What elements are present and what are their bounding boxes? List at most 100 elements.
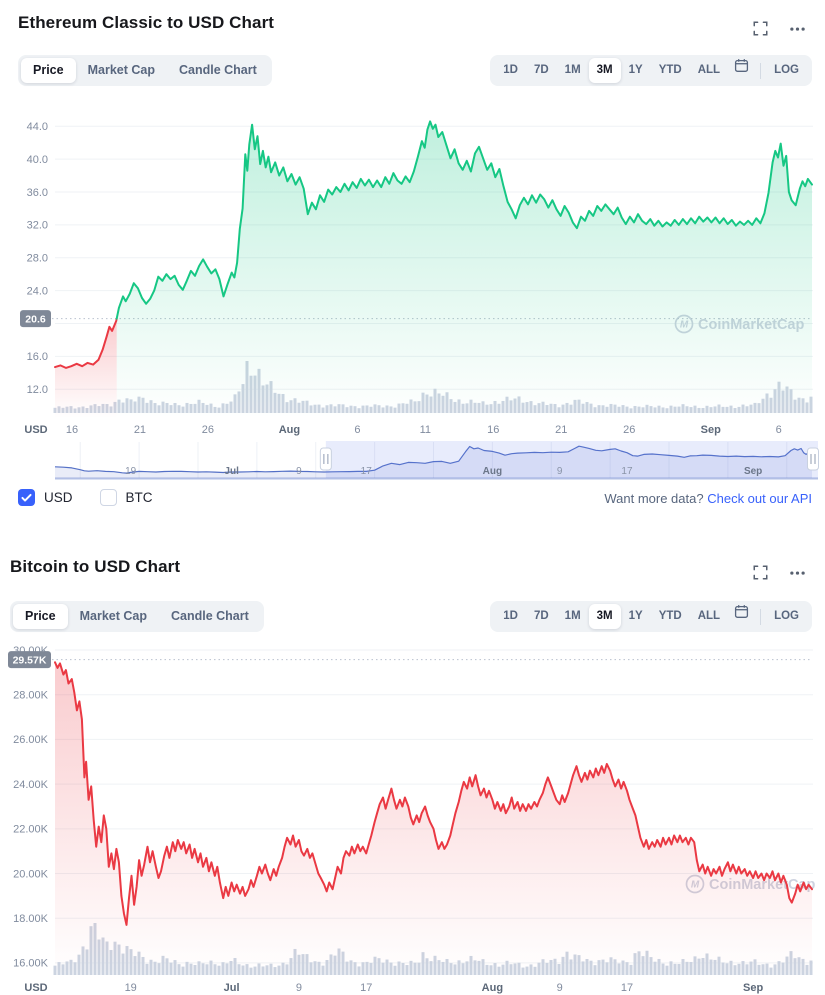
svg-text:20.00K: 20.00K <box>13 868 49 880</box>
svg-text:16.0: 16.0 <box>27 351 48 363</box>
svg-text:17: 17 <box>621 466 633 477</box>
svg-text:9: 9 <box>557 466 563 477</box>
usd-checkbox[interactable] <box>18 489 35 506</box>
svg-text:17: 17 <box>621 982 633 994</box>
svg-text:16: 16 <box>66 424 78 436</box>
etc-range-navigator[interactable]: 19 Jul 9 17 Aug 9 17 Sep <box>0 441 825 480</box>
calendar-icon[interactable] <box>728 58 755 83</box>
api-prompt-text: Want more data? <box>604 491 704 506</box>
svg-text:36.0: 36.0 <box>27 187 48 199</box>
svg-text:9: 9 <box>296 982 302 994</box>
tab-market-cap[interactable]: Market Cap <box>79 609 147 623</box>
btc-checkbox[interactable] <box>99 489 117 506</box>
etc-chart-type-tabs: Price Market Cap Candle Chart <box>18 55 272 86</box>
svg-text:USD: USD <box>24 982 47 994</box>
svg-text:Jul: Jul <box>224 466 239 477</box>
navigator-right-handle[interactable] <box>807 447 819 471</box>
svg-text:Aug: Aug <box>483 466 502 477</box>
range-3m-button[interactable]: 3M <box>588 604 621 629</box>
btc-chart-type-tabs: Price Market Cap Candle Chart <box>10 601 264 632</box>
range-3m-button[interactable]: 3M <box>588 58 621 83</box>
range-group-divider <box>760 608 762 625</box>
svg-text:Sep: Sep <box>701 424 721 436</box>
tab-market-cap[interactable]: Market Cap <box>87 63 155 77</box>
range-1y-button[interactable]: 1Y <box>628 610 643 622</box>
svg-text:19: 19 <box>125 982 137 994</box>
btc-range-selector: 1D 7D 1M 3M 1Y YTD ALL LOG <box>490 601 812 632</box>
svg-text:17: 17 <box>361 466 373 477</box>
range-ytd-button[interactable]: YTD <box>658 64 682 76</box>
btc-module-header: Bitcoin to USD Chart <box>10 557 180 577</box>
svg-text:24.0: 24.0 <box>27 285 48 297</box>
svg-text:USD: USD <box>24 424 47 436</box>
svg-text:26.00K: 26.00K <box>13 734 49 746</box>
log-scale-button[interactable]: LOG <box>774 610 799 622</box>
tab-candle-chart[interactable]: Candle Chart <box>178 63 257 77</box>
btc-controls-row: Price Market Cap Candle Chart 1D 7D 1M 3M 1Y YT… <box>10 601 812 632</box>
range-7d-button[interactable]: 7D <box>533 610 549 622</box>
svg-text:6: 6 <box>354 424 360 436</box>
svg-text:Sep: Sep <box>743 982 763 994</box>
etc-price-chart[interactable]: 44.040.036.032.028.024.016.012.0MCoinMar… <box>0 96 825 440</box>
svg-text:24.00K: 24.00K <box>13 779 49 791</box>
more-options-icon[interactable] <box>789 565 806 580</box>
svg-text:22.00K: 22.00K <box>13 824 49 836</box>
range-1d-button[interactable]: 1D <box>503 64 518 76</box>
range-all-button[interactable]: ALL <box>697 610 721 622</box>
tab-candle-chart[interactable]: Candle Chart <box>170 609 249 623</box>
log-scale-button[interactable]: LOG <box>774 64 799 76</box>
svg-text:26: 26 <box>623 424 635 436</box>
etc-controls-row: Price Market Cap Candle Chart 1D 7D 1M 3M 1Y YT… <box>18 55 812 86</box>
etc-chart-title: Ethereum Classic to USD Chart <box>18 13 275 32</box>
api-prompt: Want more data? Check out our API <box>604 491 812 506</box>
navigator-left-handle[interactable] <box>319 447 332 471</box>
range-group-divider <box>760 62 762 79</box>
range-1m-button[interactable]: 1M <box>564 610 581 622</box>
svg-text:11: 11 <box>420 424 431 436</box>
svg-text:18.00K: 18.00K <box>13 913 49 925</box>
range-all-button[interactable]: ALL <box>697 64 721 76</box>
range-7d-button[interactable]: 7D <box>533 64 549 76</box>
svg-text:16: 16 <box>487 424 499 436</box>
btc-price-chart[interactable]: 30.00K 28.00K 26.00K 24.00K 22.00K 20.00K 18.0… <box>0 640 825 995</box>
etc-header-icons <box>753 21 806 36</box>
svg-text:21: 21 <box>555 424 567 436</box>
svg-text:17: 17 <box>360 982 372 994</box>
btc-header-icons <box>753 565 806 580</box>
tab-price[interactable]: Price <box>13 604 68 629</box>
btc-checkbox-label: BTC <box>125 490 153 505</box>
svg-text:20.6: 20.6 <box>25 313 46 325</box>
range-1m-button[interactable]: 1M <box>564 64 581 76</box>
tab-price[interactable]: Price <box>21 58 76 83</box>
etc-range-selector: 1D 7D 1M 3M 1Y YTD ALL LOG <box>490 55 812 86</box>
more-options-icon[interactable] <box>789 21 806 36</box>
svg-text:44.0: 44.0 <box>27 121 48 133</box>
svg-text:9: 9 <box>296 466 302 477</box>
etc-module-header: Ethereum Classic to USD Chart <box>18 13 274 33</box>
btc-chart-title: Bitcoin to USD Chart <box>10 557 181 576</box>
range-1y-button[interactable]: 1Y <box>628 64 643 76</box>
svg-text:Sep: Sep <box>744 466 762 477</box>
usd-checkbox-label: USD <box>44 490 73 505</box>
svg-text:29.57K: 29.57K <box>13 654 47 666</box>
svg-text:12.0: 12.0 <box>27 384 48 396</box>
svg-text:19: 19 <box>125 466 137 477</box>
calendar-icon[interactable] <box>728 604 755 629</box>
svg-text:40.0: 40.0 <box>27 154 48 166</box>
range-1d-button[interactable]: 1D <box>503 610 518 622</box>
svg-text:Aug: Aug <box>279 424 300 436</box>
svg-text:32.0: 32.0 <box>27 220 48 232</box>
api-link[interactable]: Check out our API <box>707 491 812 506</box>
svg-text:Jul: Jul <box>224 982 240 994</box>
svg-text:9: 9 <box>557 982 563 994</box>
fullscreen-icon[interactable] <box>753 565 768 580</box>
etc-currency-legend: USD BTC <box>18 489 180 506</box>
svg-text:28.00K: 28.00K <box>13 690 49 702</box>
svg-text:28.0: 28.0 <box>27 253 48 265</box>
fullscreen-icon[interactable] <box>753 21 768 36</box>
svg-text:6: 6 <box>776 424 782 436</box>
svg-text:21: 21 <box>134 424 146 436</box>
range-ytd-button[interactable]: YTD <box>658 610 682 622</box>
svg-text:Aug: Aug <box>482 982 503 994</box>
